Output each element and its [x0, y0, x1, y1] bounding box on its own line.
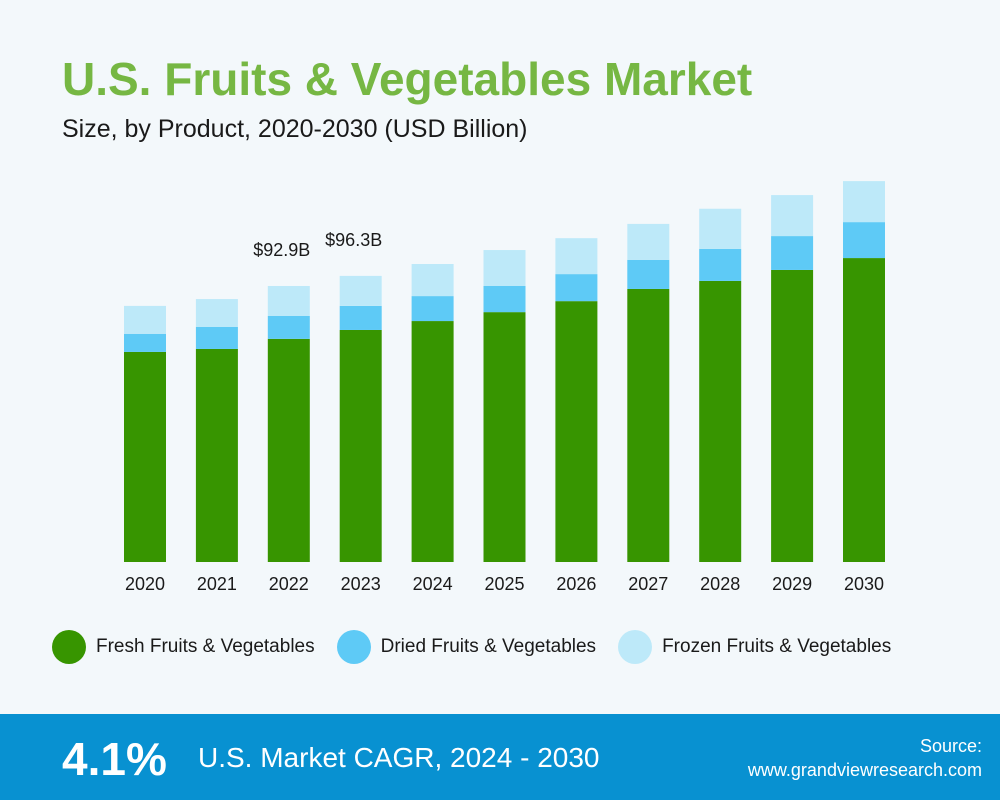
x-tick-label: 2022 [269, 574, 309, 594]
data-label-2022: $92.9B [253, 240, 310, 260]
bar-segment-fresh-2026 [555, 301, 598, 562]
bar-segment-frozen-2023 [339, 275, 382, 306]
x-tick-label: 2023 [341, 574, 381, 594]
bar-segment-frozen-2030 [843, 181, 885, 223]
x-tick-label: 2025 [484, 574, 524, 594]
data-label-2023: $96.3B [325, 230, 382, 250]
bar-segment-fresh-2021 [195, 348, 238, 562]
bar-segment-dried-2021 [195, 326, 238, 349]
x-tick-label: 2027 [628, 574, 668, 594]
x-tick-label: 2020 [125, 574, 165, 594]
legend-item: Fresh Fruits & Vegetables [52, 630, 315, 664]
bar-segment-frozen-2026 [555, 238, 598, 275]
bar-segment-fresh-2023 [339, 329, 382, 562]
bar-segment-fresh-2022 [267, 338, 310, 562]
bar-segment-dried-2022 [267, 316, 310, 339]
bar-segment-dried-2020 [124, 333, 166, 352]
bar-segment-dried-2024 [411, 296, 454, 322]
cagr-value: 4.1% [62, 733, 167, 785]
legend-swatch-icon [52, 630, 86, 664]
bar-segment-fresh-2027 [627, 288, 670, 562]
legend-item: Frozen Fruits & Vegetables [618, 630, 891, 664]
bar-segment-frozen-2025 [483, 250, 526, 286]
legend-label: Fresh Fruits & Vegetables [96, 636, 315, 657]
bar-segment-dried-2027 [627, 259, 670, 289]
bar-segment-fresh-2020 [124, 351, 166, 562]
footer-banner: 4.1% U.S. Market CAGR, 2024 - 2030 Sourc… [0, 714, 1000, 800]
bar-segment-dried-2025 [483, 285, 526, 313]
x-tick-label: 2026 [556, 574, 596, 594]
x-tick-label: 2030 [844, 574, 884, 594]
bar-segment-fresh-2024 [411, 321, 454, 562]
x-tick-label: 2028 [700, 574, 740, 594]
source: Source: www.grandviewresearch.com [748, 734, 982, 782]
bar-segment-frozen-2028 [699, 208, 742, 249]
bar-segment-fresh-2025 [483, 312, 526, 562]
bar-segment-frozen-2020 [124, 305, 166, 334]
bar-segment-frozen-2027 [627, 223, 670, 260]
x-tick-label: 2024 [413, 574, 453, 594]
bar-segment-dried-2026 [555, 274, 598, 302]
x-tick-label: 2021 [197, 574, 237, 594]
bar-segment-fresh-2029 [771, 269, 814, 562]
bar-segment-dried-2023 [339, 305, 382, 330]
bar-segment-frozen-2022 [267, 285, 310, 317]
x-tick-label: 2029 [772, 574, 812, 594]
bar-segment-fresh-2028 [699, 280, 742, 562]
legend: Fresh Fruits & Vegetables Dried Fruits & … [52, 630, 913, 664]
bar-segment-fresh-2030 [843, 258, 885, 562]
source-label: Source: [919, 736, 982, 756]
bar-segment-dried-2030 [843, 222, 885, 259]
bar-segment-frozen-2029 [771, 195, 814, 237]
source-url[interactable]: www.grandviewresearch.com [747, 760, 982, 780]
bar-segment-dried-2029 [771, 236, 814, 270]
bar-segment-dried-2028 [699, 248, 742, 281]
legend-item: Dried Fruits & Vegetables [336, 630, 597, 664]
cagr-label: U.S. Market CAGR, 2024 - 2030 [198, 742, 600, 773]
chart-subtitle: Size, by Product, 2020-2030 (USD Billion… [62, 115, 528, 143]
legend-label: Dried Fruits & Vegetables [380, 636, 597, 657]
chart-title: U.S. Fruits & Vegetables Market [62, 53, 753, 105]
stacked-bar-chart: 2020 2021 2022 2023 2024 2025 2026 2027 2028 2029… [124, 181, 885, 594]
legend-swatch-icon [336, 630, 371, 664]
bar-segment-frozen-2021 [195, 299, 238, 327]
legend-label: Frozen Fruits & Vegetables [662, 636, 892, 657]
bar-segment-frozen-2024 [411, 264, 454, 297]
legend-swatch-icon [618, 630, 653, 664]
